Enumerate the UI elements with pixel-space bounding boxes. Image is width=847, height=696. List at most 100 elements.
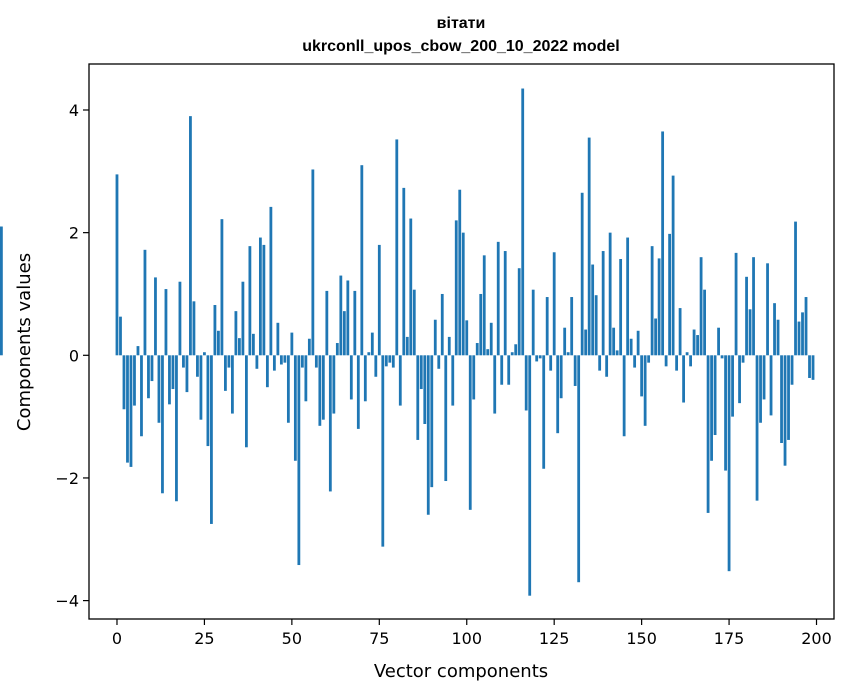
bar-component-85 [413, 290, 416, 356]
bar-component-36 [242, 282, 245, 356]
y-tick-label: −4 [55, 592, 79, 611]
bar-component-48 [283, 355, 286, 362]
bar-component-53 [301, 355, 304, 367]
bar-component-28 [214, 305, 217, 355]
bar-component-22 [193, 301, 196, 355]
bar-component-52 [297, 355, 300, 565]
bar-component-179 [742, 355, 745, 362]
bar-component-46 [276, 323, 279, 356]
bar-component-167 [700, 257, 703, 355]
bar-component-65 [343, 311, 346, 355]
bar-component-23 [196, 355, 199, 376]
bar-component-83 [406, 337, 409, 355]
bar-component-136 [591, 265, 594, 356]
bar-component-181 [749, 309, 752, 355]
bar-component-60 [325, 291, 328, 355]
bar-component-29 [217, 331, 220, 356]
y-tick-label: −2 [55, 469, 79, 488]
bar-component-35 [238, 338, 241, 355]
bar-component-146 [626, 238, 629, 356]
bar-component-47 [280, 355, 283, 364]
bar-component-94 [444, 355, 447, 481]
bar-component-126 [556, 355, 559, 433]
bar-component-131 [574, 355, 577, 386]
x-tick-label: 175 [714, 629, 745, 648]
bar-component-193 [791, 355, 794, 384]
bar-component-43 [266, 355, 269, 387]
bar-component-56 [311, 169, 314, 355]
bar-component-132 [577, 355, 580, 582]
bar-component-71 [364, 355, 367, 401]
bar-component-151 [644, 355, 647, 426]
bar-component-21 [189, 116, 192, 355]
bar-component-112 [507, 355, 510, 384]
bar-component-88 [423, 355, 426, 424]
bar-component-92 [437, 355, 440, 368]
bar-component-17 [175, 355, 178, 501]
plot-frame [89, 64, 834, 619]
bar-component-54 [304, 355, 307, 401]
bars-group [0, 89, 814, 596]
bar-component-95 [448, 337, 451, 355]
bar-component-143 [616, 350, 619, 355]
bar-component-24 [200, 355, 203, 419]
bar-component-61 [329, 355, 332, 491]
bar-component-19 [182, 355, 185, 367]
bar-component-10 [151, 355, 154, 381]
bar-component-86 [416, 355, 419, 440]
bar-component-145 [623, 355, 626, 436]
bar-component-58 [318, 355, 321, 426]
bar-component-174 [724, 355, 727, 470]
bar-component-38 [248, 246, 251, 355]
bar-component-199 [812, 355, 815, 380]
bar-component-191 [784, 355, 787, 465]
bar-component-16 [172, 355, 175, 389]
bar-component-78 [388, 355, 391, 362]
chart-subtitle: ukrconll_upos_cbow_200_10_2022 model [302, 38, 619, 55]
bar-component-130 [570, 297, 573, 355]
bar-component-7 [140, 355, 143, 436]
x-tick-label: 75 [369, 629, 389, 648]
bar-component-64 [339, 276, 342, 356]
bar-component-176 [731, 355, 734, 416]
bar-component-1 [119, 317, 122, 356]
x-tick-label: 125 [539, 629, 570, 648]
bar-component-186 [766, 263, 769, 355]
bar-component-93 [441, 294, 444, 355]
bar-component-72 [367, 352, 370, 355]
bar-component-74 [374, 355, 377, 376]
bar-component-3 [126, 355, 129, 462]
bar-component-148 [633, 355, 636, 367]
bar-component-49 [287, 355, 290, 422]
bar-component-165 [693, 330, 696, 356]
bar-component-128 [563, 328, 566, 356]
bar-component-79 [392, 355, 395, 367]
bar-component-102 [472, 355, 475, 399]
bar-component-70 [360, 165, 363, 355]
bar-component-undefined [0, 227, 3, 356]
bar-component-194 [794, 222, 797, 356]
y-tick-label: 4 [69, 101, 79, 120]
bar-component-114 [514, 344, 517, 355]
bar-component-157 [665, 355, 668, 366]
bar-component-196 [801, 312, 804, 355]
bar-component-172 [717, 328, 720, 356]
bar-component-185 [763, 355, 766, 399]
bar-component-175 [728, 355, 731, 571]
bar-component-98 [458, 190, 461, 356]
bar-component-42 [262, 245, 265, 355]
bar-component-162 [682, 355, 685, 402]
bar-component-155 [658, 258, 661, 355]
bar-component-170 [710, 355, 713, 460]
bar-component-27 [210, 355, 213, 524]
bar-component-40 [255, 355, 258, 368]
bar-component-116 [521, 89, 524, 356]
bar-component-55 [308, 339, 311, 356]
bar-component-182 [752, 257, 755, 355]
bar-component-91 [434, 320, 437, 356]
bar-component-156 [661, 131, 664, 355]
bar-component-197 [805, 297, 808, 355]
bar-component-173 [721, 355, 724, 358]
x-tick-label: 50 [282, 629, 302, 648]
bar-component-18 [179, 282, 182, 356]
